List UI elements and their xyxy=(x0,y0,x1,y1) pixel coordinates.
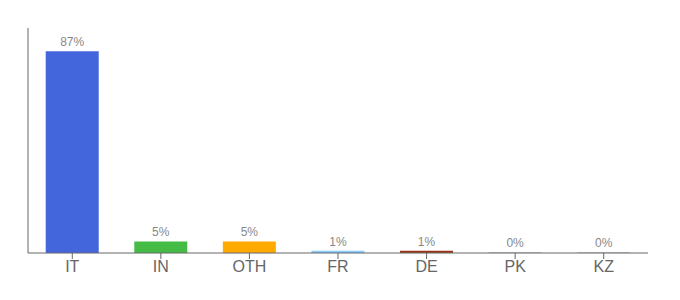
svg-text:IN: IN xyxy=(153,258,169,275)
svg-text:5%: 5% xyxy=(241,225,259,239)
svg-text:1%: 1% xyxy=(418,235,436,249)
svg-text:DE: DE xyxy=(415,258,437,275)
svg-text:1%: 1% xyxy=(329,235,347,249)
svg-text:FR: FR xyxy=(327,258,348,275)
svg-text:5%: 5% xyxy=(152,225,170,239)
svg-text:0%: 0% xyxy=(506,236,524,250)
svg-text:PK: PK xyxy=(504,258,526,275)
svg-text:87%: 87% xyxy=(60,35,84,49)
svg-text:KZ: KZ xyxy=(593,258,614,275)
svg-text:IT: IT xyxy=(65,258,79,275)
svg-text:0%: 0% xyxy=(595,236,613,250)
svg-text:OTH: OTH xyxy=(233,258,267,275)
